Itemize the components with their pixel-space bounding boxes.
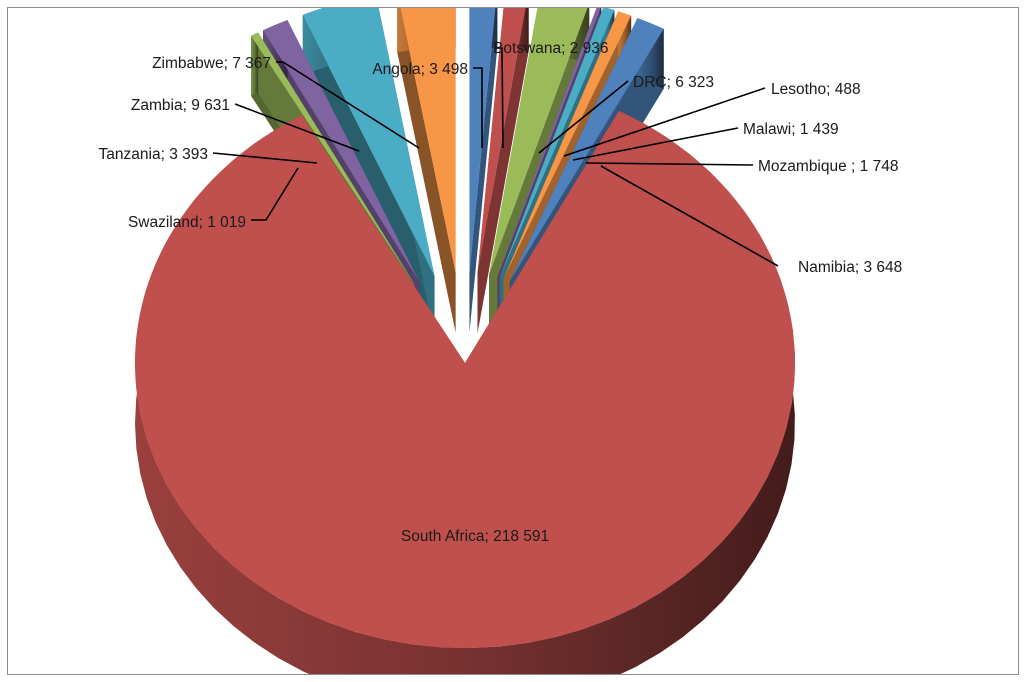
leader-line-tanzania bbox=[212, 152, 318, 164]
data-label-zimbabwe: Zimbabwe; 7 367 bbox=[152, 55, 271, 72]
leader-line-namibia bbox=[600, 165, 779, 267]
slice-mozambique bbox=[503, 11, 632, 279]
slice-side-botswana bbox=[477, 8, 529, 333]
data-label-namibia: Namibia; 3 648 bbox=[798, 259, 902, 276]
slice-south-africa bbox=[134, 110, 796, 648]
slice-wall-swaziland bbox=[251, 32, 259, 96]
leader-line-mozambique bbox=[585, 162, 754, 166]
chart-frame: Angola; 3 498 Botswana; 2 936 DRC; 6 323 Le… bbox=[7, 7, 1019, 675]
slice-side-zimbabwe bbox=[397, 8, 456, 333]
data-label-mozambique: Mozambique ; 1 748 bbox=[758, 158, 898, 175]
slice-zambia bbox=[302, 8, 435, 277]
data-label-lesotho: Lesotho; 488 bbox=[771, 81, 861, 98]
slice-malawi bbox=[499, 8, 615, 278]
leader-line-swaziland bbox=[251, 167, 299, 221]
slice-tops bbox=[134, 8, 796, 648]
leader-line-malawi bbox=[572, 127, 739, 161]
leader-line-lesotho bbox=[563, 87, 766, 157]
slice-zimbabwe bbox=[400, 8, 456, 273]
slice-labels: Angola; 3 498 Botswana; 2 936 DRC; 6 323 Le… bbox=[99, 40, 903, 545]
data-label-angola: Angola; 3 498 bbox=[372, 61, 468, 78]
slice-botswana bbox=[477, 8, 526, 273]
data-label-zambia: Zambia; 9 631 bbox=[131, 97, 230, 114]
data-label-swaziland: Swaziland; 1 019 bbox=[128, 214, 246, 231]
leader-line-zambia bbox=[234, 103, 360, 152]
leader-line-botswana bbox=[495, 47, 504, 149]
slice-drc bbox=[489, 8, 588, 275]
data-label-tanzania: Tanzania; 3 393 bbox=[99, 146, 208, 163]
leader-lines bbox=[212, 47, 779, 267]
slice-swaziland bbox=[251, 32, 415, 284]
leader-line-angola bbox=[473, 67, 483, 148]
pie-chart: Angola; 3 498 Botswana; 2 936 DRC; 6 323 Le… bbox=[99, 8, 903, 674]
slice-side-angola bbox=[469, 8, 498, 333]
data-label-malawi: Malawi; 1 439 bbox=[743, 121, 839, 138]
slice-lesotho bbox=[497, 8, 601, 277]
data-label-drc: DRC; 6 323 bbox=[633, 74, 714, 91]
leader-line-zimbabwe bbox=[276, 61, 420, 149]
data-label-botswana: Botswana; 2 936 bbox=[493, 40, 608, 57]
data-label-south-africa: South Africa; 218 591 bbox=[401, 528, 549, 545]
slice-tanzania bbox=[263, 20, 420, 282]
leader-line-drc bbox=[538, 80, 629, 154]
